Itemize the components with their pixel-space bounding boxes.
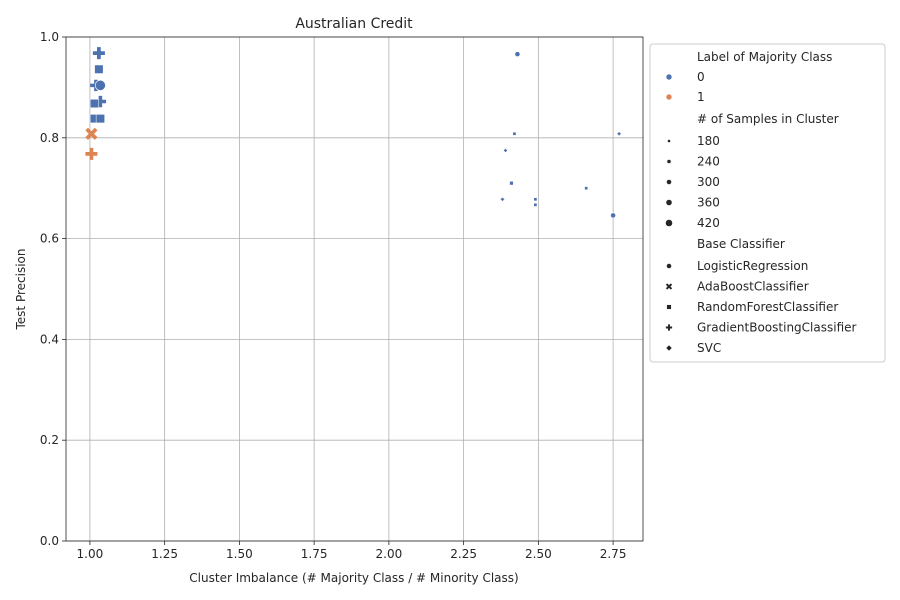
legend-size-marker bbox=[666, 159, 672, 164]
grid bbox=[66, 36, 643, 542]
x-tick-label: 1.00 bbox=[77, 547, 104, 561]
legend-hue-marker bbox=[665, 93, 673, 101]
data-point bbox=[533, 202, 538, 207]
legend-style-label: AdaBoostClassifier bbox=[697, 280, 809, 294]
legend-hue-title: Label of Majority Class bbox=[697, 50, 832, 64]
legend-style-marker bbox=[665, 283, 673, 290]
data-point bbox=[503, 147, 508, 153]
axis-ticks: 1.00 1.25 1.50 1.75 2.00 2.25 2.50 2.75 0.0 0.2 0.… bbox=[40, 30, 627, 561]
data-point bbox=[94, 64, 104, 74]
legend-style-marker bbox=[666, 263, 672, 269]
x-tick-label: 1.75 bbox=[301, 547, 328, 561]
legend-size-label: 360 bbox=[697, 196, 720, 210]
y-axis-label: Test Precision bbox=[14, 249, 28, 331]
data-point bbox=[89, 99, 99, 109]
data-point bbox=[512, 131, 517, 136]
y-tick-label: 0.4 bbox=[40, 332, 59, 346]
legend-size-marker bbox=[667, 139, 671, 143]
legend-size-marker bbox=[665, 199, 673, 206]
legend: Label of Majority Class 0 1 180 240 300 360 42… bbox=[649, 43, 886, 363]
x-tick-label: 2.75 bbox=[600, 547, 627, 561]
data-point bbox=[533, 197, 538, 202]
y-tick-label: 0.6 bbox=[40, 232, 59, 246]
legend-style-label: LogisticRegression bbox=[697, 259, 808, 273]
legend-size-label: 420 bbox=[697, 216, 720, 230]
data-point bbox=[85, 127, 98, 140]
y-tick-label: 0.8 bbox=[40, 131, 59, 145]
legend-size-title: # of Samples in Cluster bbox=[697, 112, 839, 126]
y-tick-label: 0.0 bbox=[40, 534, 59, 548]
data-points bbox=[85, 47, 622, 219]
data-point bbox=[509, 181, 514, 186]
data-point bbox=[584, 186, 589, 191]
legend-hue-label: 1 bbox=[697, 90, 705, 104]
legend-size-marker bbox=[665, 219, 673, 227]
y-tick-label: 0.2 bbox=[40, 433, 59, 447]
legend-hue-label: 0 bbox=[697, 70, 705, 84]
data-point bbox=[616, 131, 622, 137]
data-point bbox=[610, 212, 617, 219]
x-tick-label: 2.50 bbox=[525, 547, 552, 561]
legend-size-label: 180 bbox=[697, 134, 720, 148]
plot-frame bbox=[65, 36, 644, 542]
legend-box bbox=[649, 43, 886, 363]
x-tick-label: 1.50 bbox=[226, 547, 253, 561]
legend-size-marker bbox=[666, 179, 672, 185]
data-point bbox=[500, 196, 505, 202]
data-point bbox=[95, 114, 105, 124]
x-tick-label: 1.25 bbox=[151, 547, 178, 561]
x-axis-label: Cluster Imbalance (# Majority Class / # … bbox=[189, 571, 518, 585]
x-tick-label: 2.25 bbox=[450, 547, 477, 561]
legend-size-label: 240 bbox=[697, 155, 720, 169]
legend-style-label: GradientBoostingClassifier bbox=[697, 321, 857, 335]
data-point bbox=[514, 51, 521, 58]
legend-style-label: SVC bbox=[697, 341, 721, 355]
legend-style-marker bbox=[666, 304, 672, 310]
y-tick-label: 1.0 bbox=[40, 30, 59, 44]
legend-size-label: 300 bbox=[697, 175, 720, 189]
data-point bbox=[94, 79, 106, 91]
data-point bbox=[85, 147, 98, 160]
legend-hue-marker bbox=[665, 73, 673, 81]
legend-style-label: RandomForestClassifier bbox=[697, 300, 838, 314]
legend-style-marker bbox=[665, 344, 673, 352]
chart-title: Australian Credit bbox=[295, 16, 413, 32]
data-point bbox=[92, 47, 105, 60]
x-tick-label: 2.00 bbox=[376, 547, 403, 561]
legend-style-marker bbox=[665, 324, 673, 331]
legend-style-title: Base Classifier bbox=[697, 237, 785, 251]
